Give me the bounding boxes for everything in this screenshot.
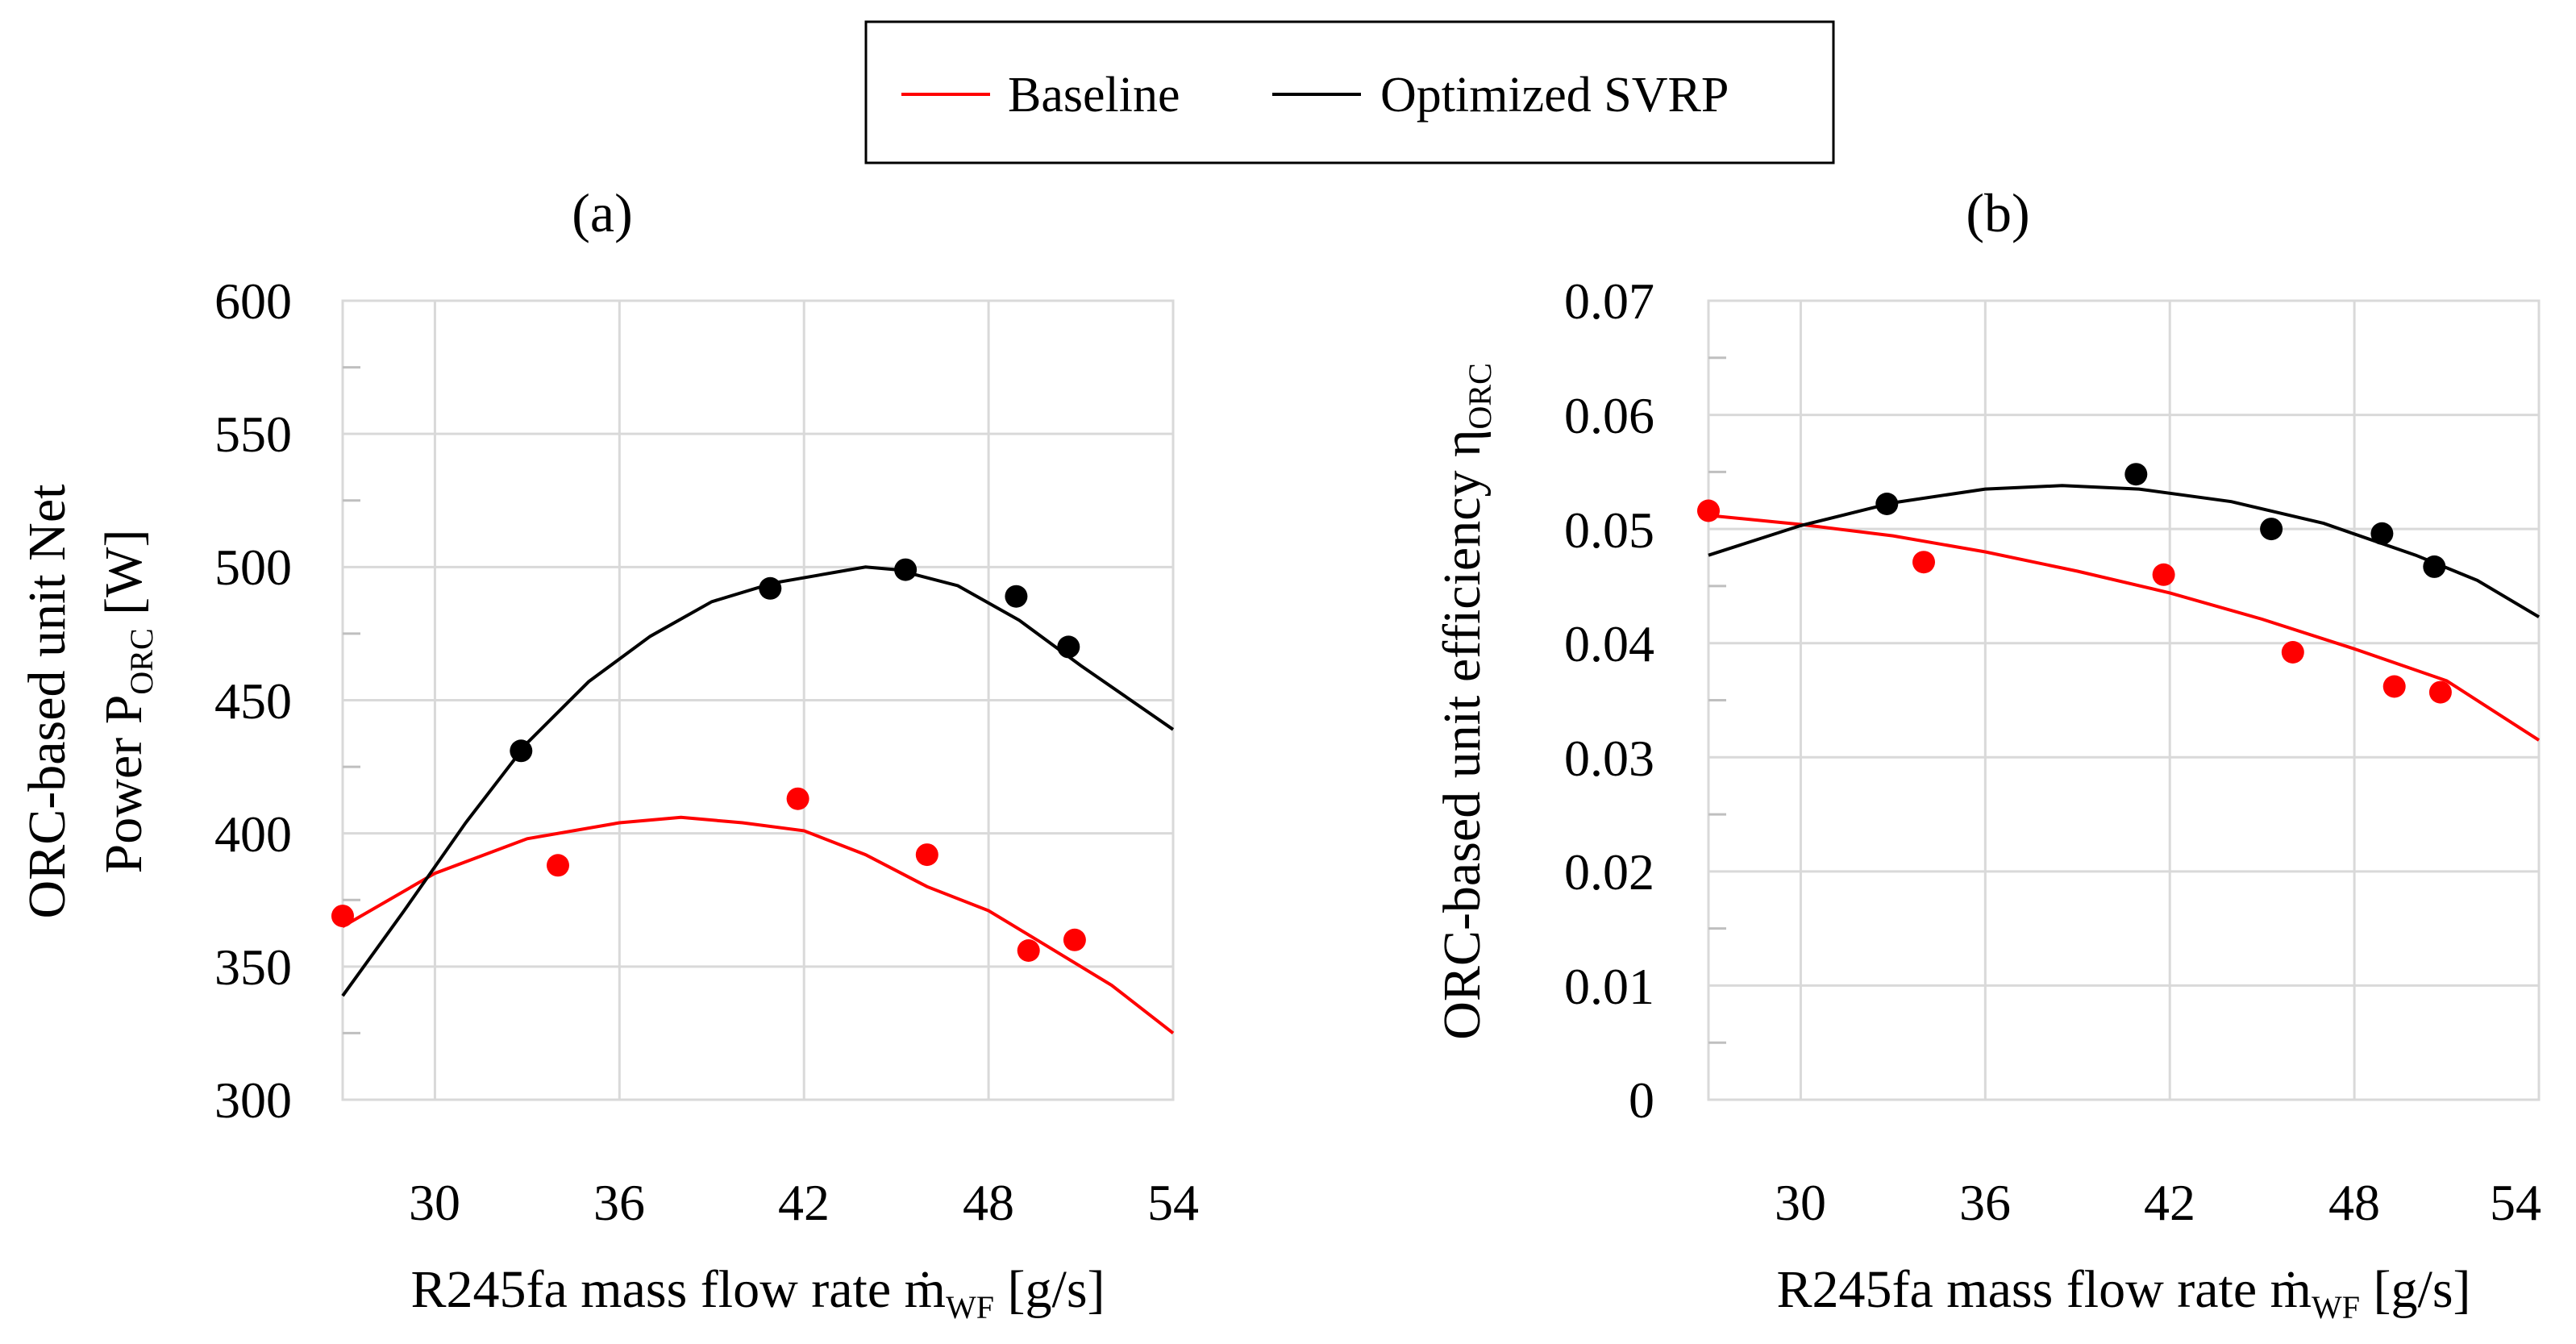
- panel-b-x-tick: 48: [2328, 1174, 2380, 1231]
- panel-a-x-tick: 48: [963, 1174, 1014, 1231]
- panel-b-efficiency: (b) 30 36 42 48 54 0 0.01 0.02 0.03 0.04…: [1433, 182, 2541, 1325]
- panel-a-optimized-svrp-point: [1005, 585, 1028, 608]
- panel-a-baseline-fit-line: [341, 815, 1175, 1034]
- panel-a-baseline-point: [547, 854, 569, 877]
- panel-a-y-tick: 350: [214, 938, 292, 996]
- panel-b-marks: [1697, 463, 2541, 742]
- panel-a-baseline-point: [1063, 928, 1086, 951]
- panel-a-baseline-point: [331, 905, 354, 928]
- panel-b-baseline-point: [1697, 499, 1720, 522]
- panel-b-y-tick: 0.05: [1564, 501, 1654, 559]
- panel-b-y-tick: 0.02: [1564, 843, 1654, 901]
- panel-b-optimized-svrp-point: [2423, 555, 2446, 578]
- panel-a-x-tick: 36: [593, 1174, 645, 1231]
- panel-b-baseline-point: [2281, 641, 2304, 664]
- panel-a-power: (a) 30 36 42 48 54 300 350 400 450 500 5…: [18, 182, 1199, 1325]
- panel-a-optimized-svrp-fit-line: [341, 565, 1175, 997]
- panel-b-y-tick: 0.03: [1564, 730, 1654, 787]
- panel-a-y-tick: 450: [214, 672, 292, 730]
- panel-a-optimized-svrp-point: [759, 576, 782, 600]
- panel-b-optimized-svrp-point: [2370, 522, 2394, 545]
- panel-b-y-tick: 0.01: [1564, 958, 1654, 1015]
- panel-b-y-tick: 0.04: [1564, 615, 1654, 672]
- panel-a-x-tick: 42: [778, 1174, 830, 1231]
- panel-a-y-tick: 300: [214, 1071, 292, 1129]
- panel-a-y-tick: 400: [214, 805, 292, 863]
- panel-b-optimized-svrp-point: [2260, 518, 2283, 541]
- legend-baseline-label: Baseline: [1008, 68, 1180, 123]
- panel-a-optimized-svrp-point: [894, 558, 918, 581]
- panel-b-baseline-point: [2382, 675, 2406, 698]
- panel-a-x-tick: 54: [1147, 1174, 1199, 1231]
- panel-b-baseline-point: [1912, 551, 1935, 574]
- panel-b-y-tick: 0.07: [1564, 273, 1654, 330]
- panel-b-x-tick: 42: [2144, 1174, 2195, 1231]
- legend-optimized-label: Optimized SVRP: [1380, 68, 1729, 123]
- panel-b-baseline-fit-line: [1708, 514, 2541, 742]
- panel-a-x-ticks: 30 36 42 48 54: [409, 1174, 1199, 1231]
- panel-a-y-axis-title-line2: Power PORC [W]: [94, 530, 160, 874]
- panel-b-baseline-point: [2152, 563, 2175, 586]
- panel-b-label: (b): [1966, 182, 2029, 243]
- panel-a-baseline-point: [1017, 939, 1040, 962]
- panel-b-baseline-point: [2428, 680, 2452, 704]
- legend-box: [864, 20, 1835, 164]
- panel-a-y-tick: 600: [214, 273, 292, 330]
- panel-b-x-axis-title: R245fa mass flow rate ṁWF [g/s]: [1777, 1260, 2471, 1325]
- panel-a-y-ticks: 300 350 400 450 500 550 600: [214, 273, 292, 1129]
- panel-a-optimized-svrp-point: [1057, 635, 1080, 659]
- panel-a-x-tick: 30: [409, 1174, 460, 1231]
- panel-b-plot-area: [1707, 299, 2541, 1101]
- panel-a-marks: [331, 558, 1175, 1034]
- panel-b-grid: [1708, 299, 2541, 1101]
- panel-a-baseline-point: [915, 843, 938, 867]
- panel-b-y-tick: 0: [1629, 1071, 1654, 1129]
- panel-b-optimized-svrp-fit-line: [1708, 484, 2541, 618]
- panel-b-x-tick: 30: [1775, 1174, 1826, 1231]
- panel-a-label: (a): [572, 182, 632, 243]
- panel-a-grid: [343, 299, 1175, 1101]
- panel-a-y-tick: 500: [214, 539, 292, 596]
- panel-b-x-ticks: 30 36 42 48 54: [1775, 1174, 2541, 1231]
- panel-b-optimized-svrp-point: [1875, 493, 1899, 515]
- legend: Baseline Optimized SVRP: [864, 20, 1835, 164]
- panel-b-y-ticks: 0 0.01 0.02 0.03 0.04 0.05 0.06 0.07: [1564, 273, 1654, 1129]
- panel-a-y-tick: 550: [214, 406, 292, 463]
- panel-b-optimized-svrp-point: [2124, 463, 2148, 486]
- panel-b-x-tick: 54: [2490, 1174, 2541, 1231]
- panel-b-x-tick: 36: [1959, 1174, 2011, 1231]
- panel-a-baseline-point: [786, 787, 809, 810]
- panel-a-optimized-svrp-point: [510, 739, 533, 763]
- panel-a-y-axis-title-line1: ORC-based unit Net: [18, 485, 77, 919]
- panel-b-y-axis-title: ORC-based unit efficiency ηORC: [1433, 363, 1498, 1040]
- panel-a-x-axis-title: R245fa mass flow rate ṁWF [g/s]: [411, 1260, 1105, 1325]
- panel-b-y-tick: 0.06: [1564, 387, 1654, 444]
